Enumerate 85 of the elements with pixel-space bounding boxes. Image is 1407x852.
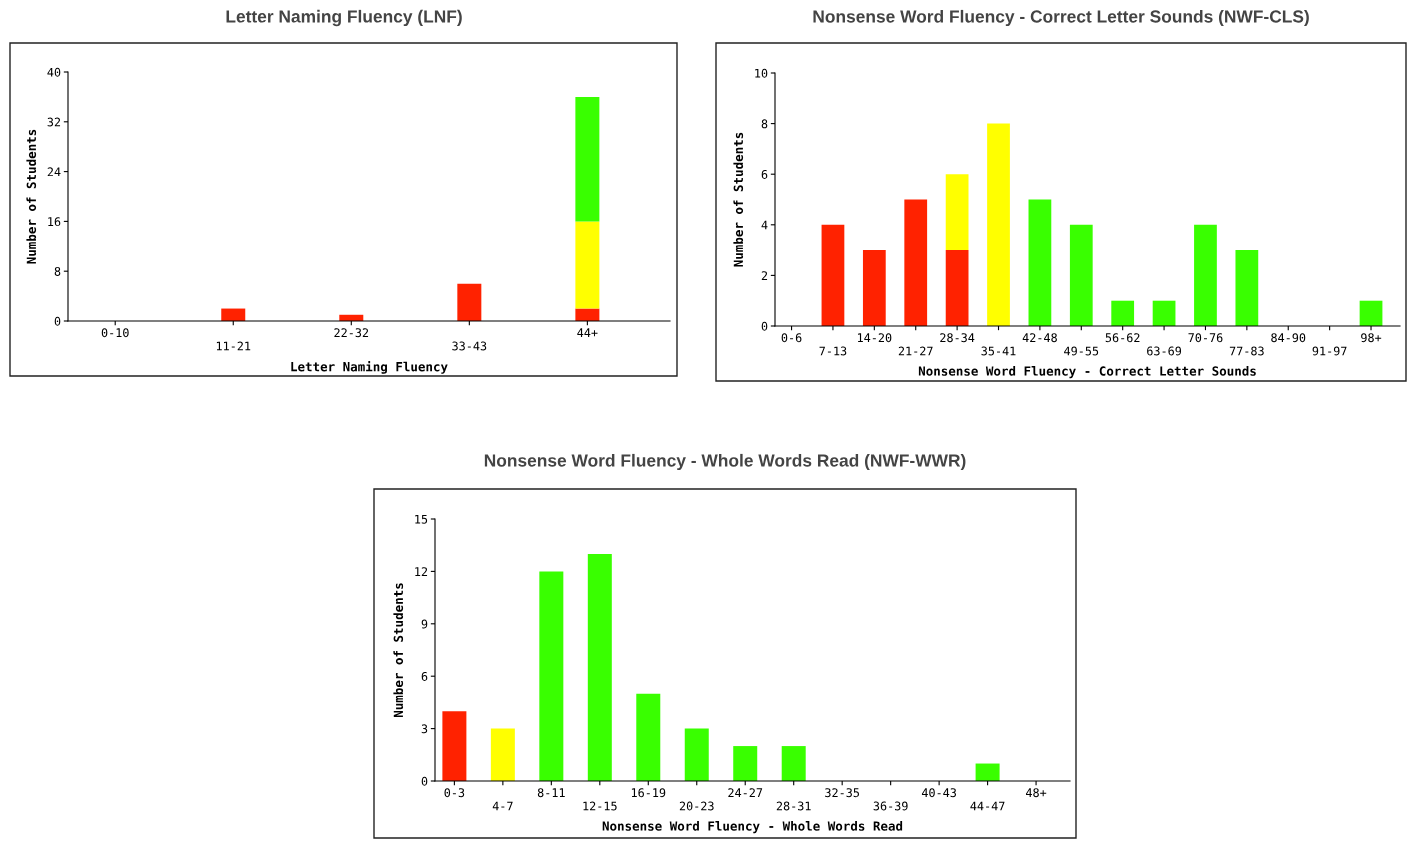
y-tick-label: 6 (421, 671, 428, 681)
bar (1235, 250, 1259, 326)
bar (945, 174, 969, 251)
x-tick-label: 11-21 (216, 341, 251, 351)
bar (442, 711, 467, 781)
bar (1028, 199, 1052, 326)
x-tick-label: 48+ (1026, 788, 1047, 798)
x-tick-label: 7-13 (819, 346, 847, 356)
x-tick-label: 40-43 (921, 788, 956, 798)
x-tick-label: 12-15 (583, 801, 617, 811)
bar (945, 250, 969, 326)
chart-title: Nonsense Word Fluency - Whole Words Read (NWF-WWR) (484, 453, 966, 471)
bar (862, 250, 886, 326)
x-tick-label: 35-41 (981, 346, 1016, 356)
y-tick-label: 0 (54, 316, 61, 326)
y-tick-label: 24 (47, 167, 61, 177)
x-tick-label: 14-20 (857, 333, 892, 343)
x-tick-label: 36-39 (873, 801, 908, 811)
x-tick-label: 20-23 (679, 801, 714, 811)
bar (1111, 300, 1135, 326)
x-tick-label: 28-34 (940, 333, 975, 343)
bar (975, 763, 1000, 781)
x-tick-label: 0-10 (101, 328, 129, 338)
bar (1152, 300, 1176, 326)
chart-title: Letter Naming Fluency (LNF) (226, 9, 462, 27)
bar (684, 728, 709, 781)
x-tick-label: 91-97 (1312, 346, 1347, 356)
bar (490, 728, 515, 781)
bar (733, 746, 758, 781)
y-axis-title: Number of Students (393, 583, 404, 717)
bar (636, 693, 661, 781)
x-tick-label: 0-3 (444, 788, 465, 798)
y-tick-label: 32 (47, 117, 61, 127)
x-tick-label: 63-69 (1147, 346, 1182, 356)
bar (821, 224, 845, 326)
bar (1194, 224, 1217, 326)
x-axis-title: Letter Naming Fluency (291, 361, 448, 374)
bar (539, 571, 564, 781)
x-tick-label: 16-19 (631, 788, 666, 798)
y-tick-label: 9 (421, 619, 428, 629)
bar (781, 746, 806, 781)
y-tick-label: 40 (47, 67, 61, 77)
y-tick-label: 4 (761, 220, 768, 230)
x-tick-label: 44-47 (970, 801, 1005, 811)
y-tick-label: 2 (761, 271, 768, 280)
x-tick-label: 56-62 (1105, 333, 1140, 343)
x-tick-label: 4-7 (492, 801, 513, 811)
x-tick-label: 49-55 (1064, 346, 1099, 356)
bar (987, 123, 1010, 326)
y-tick-label: 16 (48, 217, 61, 227)
y-tick-label: 8 (761, 119, 768, 129)
x-tick-label: 42-48 (1022, 333, 1057, 343)
x-axis-title: Nonsense Word Fluency - Correct Letter Sounds (918, 366, 1256, 379)
bar (457, 283, 482, 321)
x-tick-label: 70-76 (1188, 333, 1223, 343)
x-tick-label: 22-32 (334, 328, 369, 338)
bar (1359, 300, 1383, 326)
y-tick-label: 6 (761, 169, 768, 179)
x-tick-label: 28-31 (776, 801, 811, 811)
y-tick-label: 0 (421, 776, 428, 786)
bar (1069, 224, 1093, 326)
y-axis-title: Number of Students (733, 132, 744, 267)
x-tick-label: 84-90 (1271, 333, 1306, 343)
x-tick-label: 24-27 (728, 788, 763, 797)
chart-title: Nonsense Word Fluency - Correct Letter Sounds (NWF-CLS) (813, 9, 1309, 27)
x-axis-title: Nonsense Word Fluency - Whole Words Read (602, 821, 903, 834)
bar (904, 199, 928, 326)
y-tick-label: 8 (54, 266, 61, 276)
x-tick-label: 0-6 (781, 333, 802, 343)
x-tick-label: 33-43 (452, 341, 487, 351)
x-tick-label: 8-11 (537, 788, 565, 798)
y-tick-label: 0 (761, 321, 768, 331)
y-tick-label: 15 (415, 514, 428, 524)
x-tick-label: 32-35 (825, 788, 859, 798)
bar (575, 96, 600, 222)
y-tick-label: 12 (415, 567, 428, 576)
x-tick-label: 21-27 (898, 346, 933, 356)
y-tick-label: 3 (421, 724, 428, 734)
y-tick-label: 10 (755, 68, 768, 78)
bar (575, 221, 600, 309)
x-tick-label: 77-83 (1229, 346, 1264, 356)
bar (587, 553, 612, 781)
y-axis-title: Number of Students (26, 129, 37, 264)
x-tick-label: 98+ (1361, 333, 1382, 343)
x-tick-label: 44+ (577, 328, 598, 337)
